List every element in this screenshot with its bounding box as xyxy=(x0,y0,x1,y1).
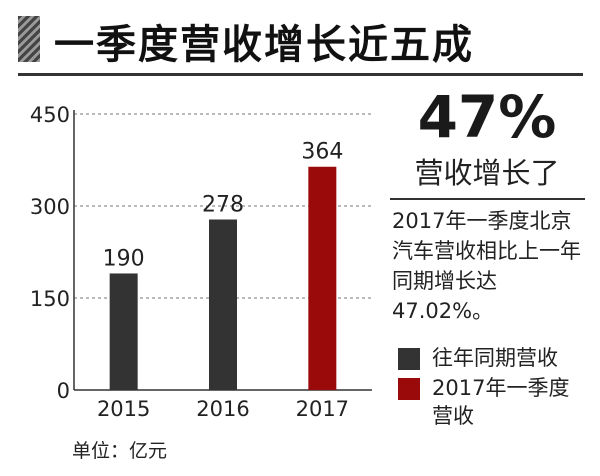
y-tick-label: 0 xyxy=(57,379,70,403)
legend-item-2017: 2017年一季度营收 xyxy=(398,374,582,430)
title-bar: 一季度营收增长近五成 xyxy=(18,14,583,76)
unit-label: 单位：亿元 xyxy=(72,440,168,462)
bar-2017 xyxy=(308,166,337,390)
data-label-2015: 190 xyxy=(103,246,145,271)
growth-percent: 47% xyxy=(417,83,557,151)
legend-label-past: 往年同期营收 xyxy=(432,346,558,370)
label-layer: 0 150 300 450 190 2015 278 2016 364 2017 xyxy=(30,103,349,421)
y-tick-label: 300 xyxy=(30,195,70,219)
data-label-2016: 278 xyxy=(202,192,244,217)
legend-swatch-past xyxy=(398,348,420,370)
growth-subtitle: 营收增长了 xyxy=(414,156,560,190)
legend-swatch-2017 xyxy=(398,378,420,400)
x-tick-label-2016: 2016 xyxy=(196,397,249,421)
legend-item-past: 往年同期营收 xyxy=(398,344,582,372)
title-accent-stripes xyxy=(18,16,40,62)
x-tick-label-2017: 2017 xyxy=(296,397,349,421)
divider xyxy=(390,198,585,200)
description-text: 2017年一季度北京汽车营收相比上一年同期增长达47.02%。 xyxy=(392,209,581,323)
data-label-2017: 364 xyxy=(301,140,343,165)
bar-layer xyxy=(109,166,337,390)
chart-title: 一季度营收增长近五成 xyxy=(54,22,474,68)
x-tick-label-2015: 2015 xyxy=(97,397,150,421)
y-tick-label: 450 xyxy=(30,103,70,127)
legend-label-2017: 2017年一季度营收 xyxy=(432,376,570,428)
y-tick-label: 150 xyxy=(30,287,70,311)
bar-2015 xyxy=(109,273,138,390)
bar-2016 xyxy=(209,219,237,390)
